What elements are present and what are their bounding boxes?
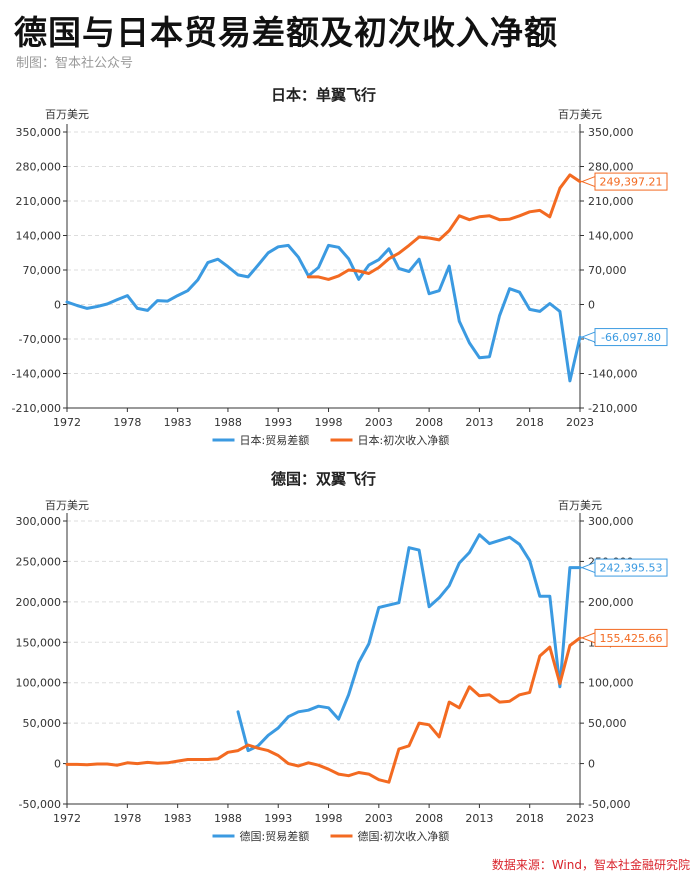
page-title: 德国与日本贸易差额及初次收入净额 xyxy=(14,13,558,52)
japan-left-tick-label: 280,000 xyxy=(16,161,62,174)
japan-x-tick-label: 1988 xyxy=(214,416,242,429)
germany-left-tick-label: 150,000 xyxy=(16,636,62,649)
germany-x-tick-label: 2008 xyxy=(415,812,443,825)
japan-chart: 日本：单翼飞行百万美元 百万美元 -210,000 -210,000 -140,000 -… xyxy=(0,78,700,464)
japan-left-unit-label: 百万美元 xyxy=(45,108,89,121)
germany-left-tick-label: 250,000 xyxy=(16,555,62,568)
germany-right-tick-label: -50,000 xyxy=(588,798,630,811)
japan-x-tick-label: 1993 xyxy=(264,416,292,429)
germany-left-unit-label: 百万美元 xyxy=(45,499,89,512)
germany-right-tick-label: 0 xyxy=(588,758,595,771)
germany-end-label-box xyxy=(594,558,668,577)
japan-right-tick-label: 70,000 xyxy=(588,264,627,277)
germany-left-tick-label: 0 xyxy=(54,758,61,771)
japan-right-tick-label: 210,000 xyxy=(588,195,634,208)
japan-right-tick-label: 280,000 xyxy=(588,161,634,174)
japan-legend-item-income[interactable]: 日本:初次收入净额 xyxy=(330,433,450,447)
germany-end-label-trade: 242,395.53 xyxy=(580,558,668,577)
page-subtitle: 制图：智本社公众号 xyxy=(16,56,134,71)
japan-left-tick-label: -140,000 xyxy=(12,368,61,381)
japan-left-tick-label: 140,000 xyxy=(16,230,62,243)
germany-x-tick-label: 2018 xyxy=(516,812,544,825)
japan-end-label-text: 249,397.21 xyxy=(600,176,663,189)
japan-x-tick-label: 1998 xyxy=(315,416,343,429)
japan-series-income-line xyxy=(306,173,582,281)
japan-left-tick-label: 70,000 xyxy=(23,264,62,277)
germany-x-tick-label: 2023 xyxy=(566,812,594,825)
japan-right-tick-label: -140,000 xyxy=(588,368,637,381)
germany-right-tick-label: 100,000 xyxy=(588,677,634,690)
germany-end-label-text: 155,425.66 xyxy=(600,632,663,645)
germany-left-tick-label: 100,000 xyxy=(16,677,62,690)
japan-end-label-trade: -66,097.80 xyxy=(580,328,668,347)
germany-end-label-box xyxy=(594,628,668,647)
japan-x-tick-label: 2023 xyxy=(566,416,594,429)
japan-x-tick-label: 1972 xyxy=(53,416,81,429)
source-note: 数据来源：Wind，智本社金融研究院 xyxy=(491,858,690,872)
japan-end-label-box xyxy=(594,328,668,347)
japan-x-tick-label: 2003 xyxy=(365,416,393,429)
japan-left-tick-label: -70,000 xyxy=(19,333,61,346)
germany-x-tick-label: 1978 xyxy=(113,812,141,825)
japan-left-tick-label: -210,000 xyxy=(12,402,61,415)
germany-x-tick-label: 1998 xyxy=(315,812,343,825)
japan-right-tick-label: -210,000 xyxy=(588,402,637,415)
japan-x-tick-label: 2008 xyxy=(415,416,443,429)
germany-x-tick-label: 1983 xyxy=(164,812,192,825)
japan-x-tick-label: 2013 xyxy=(465,416,493,429)
germany-legend-item-trade[interactable]: 德国:贸易差额 xyxy=(212,829,310,843)
japan-right-tick-label: 0 xyxy=(588,299,595,312)
germany-legend-label: 德国:贸易差额 xyxy=(240,829,310,843)
japan-right-unit-label: 百万美元 xyxy=(558,108,602,121)
germany-legend-label: 德国:初次收入净额 xyxy=(358,829,450,843)
germany-left-tick-label: 50,000 xyxy=(23,717,62,730)
japan-legend-label: 日本:贸易差额 xyxy=(240,433,310,447)
germany-legend-item-income[interactable]: 德国:初次收入净额 xyxy=(330,829,450,843)
germany-series-trade-line xyxy=(236,533,582,753)
germany-left-tick-label: 200,000 xyxy=(16,596,62,609)
japan-end-label-box xyxy=(594,172,668,191)
germany-end-label-text: 242,395.53 xyxy=(600,562,663,575)
germany-x-tick-label: 2013 xyxy=(465,812,493,825)
japan-series-trade-line xyxy=(65,243,582,383)
japan-left-tick-label: 0 xyxy=(54,299,61,312)
germany-chart: 德国：双翼飞行百万美元 百万美元 -50,000 -50,000 0 0 50,000 50,… xyxy=(0,466,700,856)
japan-right-tick-label: 140,000 xyxy=(588,230,634,243)
japan-x-tick-label: 1978 xyxy=(113,416,141,429)
japan-left-tick-label: 210,000 xyxy=(16,195,62,208)
germany-x-tick-label: 1972 xyxy=(53,812,81,825)
japan-x-tick-label: 1983 xyxy=(164,416,192,429)
germany-series-income-line xyxy=(65,636,582,784)
germany-left-tick-label: 300,000 xyxy=(16,515,62,528)
germany-right-tick-label: 200,000 xyxy=(588,596,634,609)
japan-end-label-text: -66,097.80 xyxy=(601,331,661,344)
japan-legend-item-trade[interactable]: 日本:贸易差额 xyxy=(212,433,310,447)
germany-x-tick-label: 2003 xyxy=(365,812,393,825)
germany-x-tick-label: 1988 xyxy=(214,812,242,825)
japan-right-tick-label: 350,000 xyxy=(588,126,634,139)
germany-x-tick-label: 1993 xyxy=(264,812,292,825)
germany-left-tick-label: -50,000 xyxy=(19,798,61,811)
japan-legend-label: 日本:初次收入净额 xyxy=(358,433,450,447)
japan-end-label-pointer xyxy=(580,175,596,188)
germany-right-unit-label: 百万美元 xyxy=(558,499,602,512)
germany-right-tick-label: 50,000 xyxy=(588,717,627,730)
germany-right-tick-label: 300,000 xyxy=(588,515,634,528)
japan-x-tick-label: 2018 xyxy=(516,416,544,429)
germany-chart-title: 德国：双翼飞行 xyxy=(271,470,376,488)
japan-end-label-income: 249,397.21 xyxy=(580,172,668,191)
germany-end-label-income: 155,425.66 xyxy=(580,628,668,647)
japan-left-tick-label: 350,000 xyxy=(16,126,62,139)
japan-chart-title: 日本：单翼飞行 xyxy=(271,86,376,104)
